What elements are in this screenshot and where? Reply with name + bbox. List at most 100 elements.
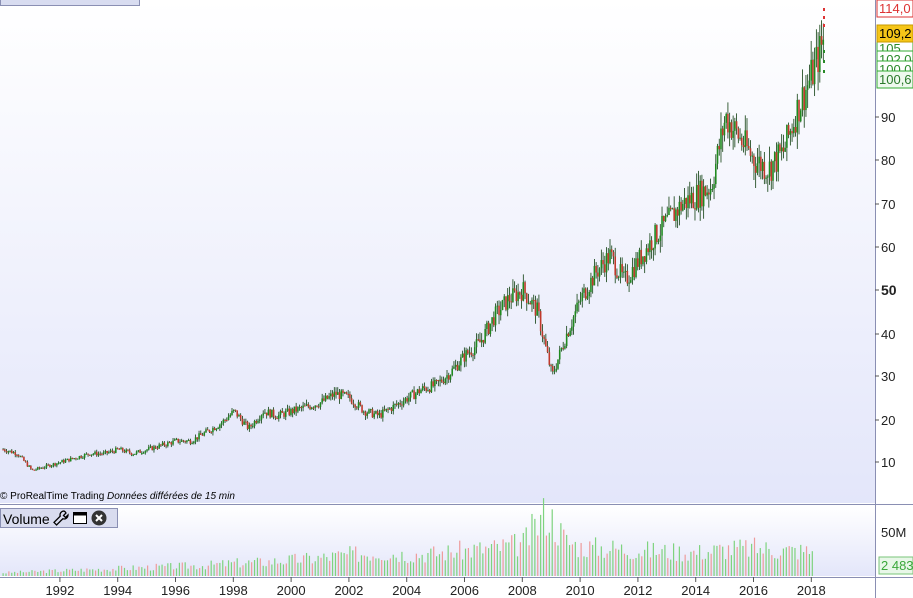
volume-bar bbox=[14, 571, 16, 576]
volume-bar bbox=[782, 548, 785, 576]
candle-body bbox=[349, 394, 351, 399]
candle-body bbox=[465, 350, 467, 362]
candle-body bbox=[213, 428, 216, 431]
volume-bar bbox=[557, 545, 559, 576]
candle-body bbox=[487, 322, 490, 335]
candle-body bbox=[343, 392, 346, 394]
volume-bar bbox=[115, 570, 117, 576]
candle-body bbox=[316, 405, 318, 407]
candle-body bbox=[617, 276, 620, 278]
volume-bar bbox=[771, 555, 773, 576]
volume-bar bbox=[389, 558, 391, 576]
window-icon[interactable] bbox=[72, 510, 88, 526]
candle-body bbox=[713, 184, 715, 189]
candle-body bbox=[480, 339, 483, 343]
volume-bar bbox=[19, 570, 22, 576]
candle-body bbox=[24, 460, 27, 463]
volume-bar bbox=[355, 546, 357, 576]
volume-bar bbox=[502, 539, 504, 576]
volume-bar bbox=[794, 547, 796, 576]
volume-bar bbox=[493, 540, 496, 576]
order-marker bbox=[823, 24, 825, 27]
candle-body bbox=[373, 413, 375, 418]
x-tick-label: 1996 bbox=[161, 583, 190, 598]
candle-body bbox=[175, 438, 178, 440]
candle-body bbox=[786, 124, 788, 148]
candle-body bbox=[668, 207, 670, 216]
candle-body bbox=[42, 467, 44, 469]
y-tick-label: 80 bbox=[881, 153, 895, 168]
x-tick-label: 1992 bbox=[45, 583, 74, 598]
candle-body bbox=[23, 457, 25, 461]
candle-body bbox=[288, 408, 291, 415]
candle-body bbox=[683, 197, 686, 204]
candle-body bbox=[643, 256, 646, 262]
volume-bar bbox=[482, 553, 484, 576]
volume-bar bbox=[277, 563, 279, 576]
volume-panel-header[interactable]: Volume bbox=[0, 508, 118, 528]
candle-body bbox=[579, 300, 582, 302]
y-tick-label: 60 bbox=[881, 240, 895, 255]
candle-body bbox=[652, 248, 655, 251]
candle-body bbox=[545, 338, 547, 347]
x-tick-label: 2018 bbox=[797, 583, 826, 598]
candle-body bbox=[219, 424, 221, 428]
volume-bar bbox=[126, 570, 128, 576]
candle-body bbox=[300, 407, 303, 409]
candle-body bbox=[298, 407, 301, 409]
volume-bar bbox=[594, 537, 597, 576]
candle-body bbox=[740, 137, 743, 146]
volume-bar bbox=[60, 571, 62, 576]
candle-body bbox=[520, 294, 523, 301]
volume-bar bbox=[173, 569, 175, 576]
candle-body bbox=[687, 195, 689, 209]
candle-body bbox=[475, 339, 478, 348]
candle-body bbox=[385, 408, 388, 411]
candle-body bbox=[293, 406, 296, 414]
wrench-icon[interactable] bbox=[53, 510, 69, 526]
candle-body bbox=[678, 201, 681, 216]
candle-body bbox=[536, 302, 538, 316]
candle-body bbox=[794, 127, 797, 133]
candle-body bbox=[196, 437, 199, 440]
volume-plot-area bbox=[0, 506, 875, 576]
candle-body bbox=[49, 464, 51, 467]
volume-bar bbox=[410, 561, 412, 576]
volume-bar bbox=[730, 555, 732, 576]
candle-body bbox=[357, 402, 360, 408]
candle-body bbox=[597, 272, 599, 277]
volume-bar bbox=[256, 557, 259, 576]
candle-body bbox=[281, 410, 284, 413]
volume-bar bbox=[542, 498, 545, 576]
volume-bar bbox=[427, 552, 429, 576]
volume-bar bbox=[418, 558, 420, 576]
candle-body bbox=[68, 458, 70, 462]
candle-body bbox=[243, 421, 245, 425]
candle-body bbox=[506, 295, 509, 310]
volume-bar bbox=[407, 562, 409, 576]
candle-body bbox=[534, 300, 537, 316]
candle-body bbox=[527, 302, 530, 304]
volume-bar bbox=[259, 558, 261, 576]
volume-bar bbox=[155, 563, 157, 576]
candle-body bbox=[685, 197, 688, 209]
candle-body bbox=[607, 253, 610, 264]
candle-body bbox=[812, 59, 814, 85]
volume-bar bbox=[311, 563, 313, 576]
candle-body bbox=[413, 390, 415, 400]
y-tick-label: 10 bbox=[881, 455, 895, 470]
candle-body bbox=[120, 447, 122, 450]
candle-body bbox=[616, 275, 618, 278]
volume-bar bbox=[505, 542, 507, 576]
candle-body bbox=[682, 203, 684, 211]
candle-body bbox=[153, 446, 155, 451]
volume-bar bbox=[37, 571, 39, 576]
close-icon[interactable] bbox=[91, 510, 107, 526]
candle-body bbox=[73, 458, 76, 460]
candle-body bbox=[770, 161, 773, 181]
volume-bar bbox=[207, 565, 209, 576]
candle-body bbox=[434, 379, 436, 387]
volume-bar bbox=[242, 565, 244, 576]
candle-body bbox=[141, 452, 143, 454]
